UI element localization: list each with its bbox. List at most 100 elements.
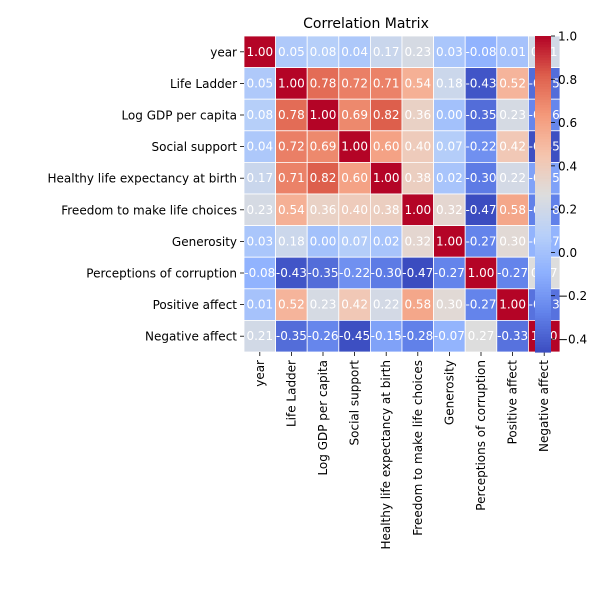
heatmap-cell-value: 0.60 — [373, 140, 400, 154]
y-tick-label: Social support — [152, 140, 238, 154]
colorbar-segment — [535, 149, 551, 153]
heatmap-cell-value: -0.15 — [371, 329, 402, 343]
heatmap-cell — [496, 35, 529, 69]
heatmap-cell — [275, 319, 308, 353]
colorbar-segment — [535, 59, 551, 63]
colorbar-segment — [535, 151, 551, 156]
heatmap-cell-value: 0.04 — [246, 140, 273, 154]
colorbar-segment — [535, 107, 551, 111]
heatmap-cell — [243, 98, 277, 132]
heatmap-cell — [338, 225, 371, 258]
x-tick-label: Healthy life expectancy at birth — [379, 360, 393, 550]
colorbar-segment — [535, 265, 551, 269]
colorbar-segment — [535, 273, 551, 277]
colorbar-segment — [535, 67, 551, 71]
heatmap-cell-value: 0.71 — [278, 171, 305, 185]
colorbar-segment — [535, 283, 551, 287]
colorbar-segment — [535, 251, 551, 256]
heatmap-cell-value: 0.82 — [373, 108, 400, 122]
colorbar-segment — [535, 309, 551, 314]
heatmap-cell-value: 0.04 — [341, 45, 368, 59]
colorbar-segment — [535, 217, 551, 221]
colorbar-segment — [535, 80, 551, 84]
colorbar-segment — [535, 194, 551, 198]
heatmap-cell-value: 1.00 — [278, 76, 305, 90]
y-tick-label: Perceptions of corruption — [86, 267, 237, 281]
heatmap-cell-value: 0.00 — [436, 108, 463, 122]
colorbar-segment — [535, 288, 551, 293]
heatmap-cell-value: 0.38 — [404, 171, 431, 185]
colorbar-segment — [535, 246, 551, 250]
heatmap-cell-value: 0.07 — [436, 140, 463, 154]
heatmap-cell-value: -0.07 — [434, 329, 465, 343]
heatmap-cell-value: 0.52 — [499, 76, 526, 90]
colorbar-segment — [535, 207, 551, 211]
colorbar-segment — [535, 241, 551, 245]
heatmap-cell-value: 0.78 — [310, 76, 337, 90]
colorbar-segment — [535, 159, 551, 163]
heatmap-cell-value: 0.36 — [404, 108, 431, 122]
heatmap-cell-value: -0.47 — [402, 266, 433, 280]
x-tick-label: Perceptions of corruption — [474, 360, 488, 511]
heatmap-cell — [306, 98, 340, 132]
colorbar-segment — [535, 54, 551, 58]
colorbar-segment — [535, 186, 551, 190]
heatmap-cell-value: 0.42 — [341, 298, 368, 312]
colorbar-segment — [535, 233, 551, 237]
colorbar-segment — [535, 315, 551, 319]
heatmap-cell-value: 0.05 — [246, 76, 273, 90]
heatmap-cell-value: 0.03 — [246, 234, 273, 248]
heatmap-cell-value: 0.78 — [278, 108, 305, 122]
heatmap-cell-value: 0.18 — [436, 76, 463, 90]
heatmap-cell — [401, 193, 435, 227]
heatmap-cell-value: 0.32 — [436, 203, 463, 217]
colorbar-segment — [535, 333, 551, 337]
heatmap-cell — [338, 67, 371, 100]
heatmap-cell-value: -0.08 — [244, 266, 275, 280]
colorbar-segment — [535, 43, 551, 48]
heatmap-cell-value: 0.01 — [246, 298, 273, 312]
heatmap-cell-value: -0.27 — [434, 266, 465, 280]
colorbar-segment — [535, 162, 551, 166]
heatmap-cell-value: 0.03 — [436, 45, 463, 59]
colorbar-segment — [535, 196, 551, 200]
heatmap-cells — [243, 35, 561, 353]
heatmap-cell — [275, 193, 308, 227]
heatmap-cell — [464, 130, 498, 163]
heatmap-cell-value: 0.54 — [404, 76, 431, 90]
colorbar-segment — [535, 222, 551, 227]
colorbar-segment — [535, 349, 551, 353]
colorbar-segment — [535, 307, 551, 311]
heatmap-cell-value: 0.22 — [373, 298, 400, 312]
heatmap-cell-value: 1.00 — [246, 45, 273, 59]
y-tick-label: Log GDP per capita — [121, 109, 237, 123]
colorbar-segment — [535, 154, 551, 158]
colorbar-segment — [535, 41, 551, 45]
heatmap-cell — [464, 161, 498, 195]
x-tick-label: Generosity — [442, 360, 456, 425]
x-tick-label: Freedom to make life choices — [411, 360, 425, 536]
heatmap-cell-value: 1.00 — [341, 140, 368, 154]
heatmap-cell-value: 0.05 — [278, 45, 305, 59]
heatmap-cell-value: 0.02 — [373, 234, 400, 248]
heatmap-cell — [401, 67, 435, 100]
heatmap-cell-value: -0.26 — [307, 329, 338, 343]
colorbar-segment — [535, 122, 551, 127]
heatmap-cell-value: 0.54 — [278, 203, 305, 217]
colorbar-segment — [535, 136, 551, 140]
heatmap-cell — [496, 130, 529, 163]
heatmap-cell-value: -0.27 — [497, 266, 528, 280]
colorbar-segment — [535, 99, 551, 103]
heatmap-cell — [275, 225, 308, 258]
heatmap-cell-value: 0.23 — [310, 298, 337, 312]
colorbar-segment — [535, 225, 551, 229]
heatmap-cell — [369, 161, 403, 195]
heatmap-cell — [306, 319, 340, 353]
heatmap-cell — [243, 161, 277, 195]
heatmap-cell — [433, 161, 466, 195]
heatmap-cell-value: -0.27 — [465, 234, 496, 248]
heatmap-cell — [275, 67, 308, 100]
colorbar-segment — [535, 78, 551, 82]
heatmap-cell — [243, 193, 277, 227]
heatmap-cell — [496, 67, 529, 100]
